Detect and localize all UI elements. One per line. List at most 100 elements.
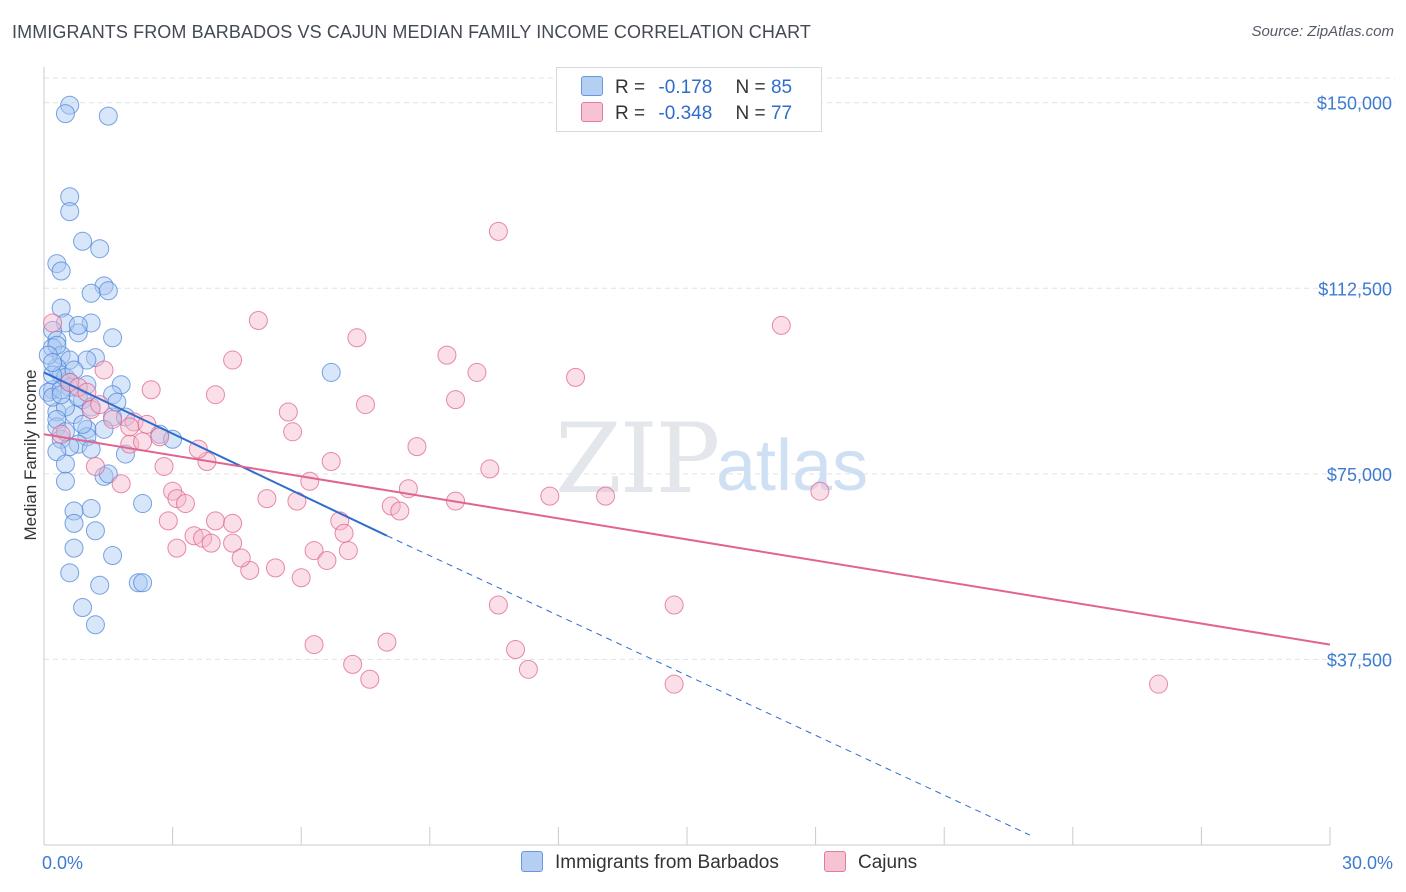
cajun-point bbox=[488, 595, 508, 615]
cajun-trend-line bbox=[43, 433, 1331, 646]
cajun-point bbox=[334, 523, 354, 543]
barbados-point bbox=[51, 261, 71, 281]
cajun-point bbox=[377, 632, 397, 652]
barbados-point bbox=[51, 298, 71, 318]
barbados-point bbox=[60, 202, 80, 222]
series-legend-label: Cajuns bbox=[858, 852, 918, 873]
barbados-point bbox=[43, 320, 63, 340]
barbados-point bbox=[98, 281, 118, 301]
legend-n-value: 77 bbox=[770, 103, 793, 124]
legend-n-label: N = bbox=[735, 77, 766, 98]
cajun-point bbox=[158, 511, 178, 531]
barbados-point bbox=[73, 597, 93, 617]
legend-r-label: R = bbox=[615, 103, 646, 124]
cajun-point bbox=[51, 424, 71, 444]
cajun-point bbox=[43, 313, 63, 333]
barbados-point bbox=[73, 414, 93, 434]
points-layer bbox=[38, 95, 1169, 694]
cajun-point bbox=[480, 459, 500, 479]
cajun-point bbox=[205, 511, 225, 531]
cajun-point bbox=[390, 501, 410, 521]
chart-title: IMMIGRANTS FROM BARBADOS VS CAJUN MEDIAN… bbox=[12, 22, 811, 42]
cajun-point bbox=[664, 595, 684, 615]
cajun-point bbox=[317, 550, 337, 570]
cajun-point bbox=[304, 635, 324, 655]
cajun-point bbox=[265, 558, 285, 578]
legend-row-barbados: R = -0.178 N = 85 bbox=[581, 76, 792, 100]
cajun-point bbox=[103, 409, 123, 429]
barbados-point bbox=[68, 315, 88, 335]
cajun-point bbox=[446, 390, 466, 410]
barbados-trend-line bbox=[43, 371, 388, 537]
cajun-point bbox=[257, 489, 277, 509]
x-tick-label: 30.0% bbox=[1342, 853, 1393, 873]
cajun-point bbox=[231, 548, 251, 568]
series-legend-barbados: Immigrants from Barbados bbox=[521, 851, 779, 874]
cajun-point bbox=[360, 669, 380, 689]
cajun-point bbox=[664, 674, 684, 694]
cajun-point bbox=[205, 385, 225, 405]
cajun-point bbox=[111, 474, 131, 494]
barbados-point bbox=[73, 231, 93, 251]
cajun-point bbox=[343, 654, 363, 674]
barbados-point bbox=[81, 499, 101, 519]
barbados-point bbox=[64, 538, 84, 558]
series-swatch-cajuns bbox=[824, 851, 846, 872]
cajun-point bbox=[85, 456, 105, 476]
cajun-point bbox=[810, 481, 830, 501]
legend-n-label: N = bbox=[735, 103, 766, 124]
cajun-point bbox=[566, 367, 586, 387]
cajun-point bbox=[223, 350, 243, 370]
labels-layer: $37,500 $75,000 $112,500 $150,000 0.0% 30.0% bbox=[42, 94, 1393, 873]
cajun-point bbox=[283, 422, 303, 442]
cajun-point bbox=[300, 471, 320, 491]
cajun-point bbox=[120, 417, 140, 437]
cajun-point bbox=[338, 541, 358, 561]
cajun-point bbox=[596, 486, 616, 506]
legend-r-value: -0.348 bbox=[658, 103, 713, 124]
series-legend-cajuns: Cajuns bbox=[824, 851, 917, 874]
cajun-point bbox=[167, 538, 187, 558]
cajun-point bbox=[506, 640, 526, 660]
cajun-point bbox=[248, 310, 268, 330]
barbados-point bbox=[98, 106, 118, 126]
cajun-point bbox=[278, 402, 298, 422]
axes-layer bbox=[43, 67, 1331, 846]
barbados-point bbox=[128, 573, 148, 593]
legend-n-value: 85 bbox=[770, 77, 793, 98]
stats-legend: R = -0.178 N = 85 R = -0.348 N = 77 bbox=[556, 67, 822, 132]
barbados-point bbox=[85, 615, 105, 635]
y-tick-label: $75,000 bbox=[1327, 465, 1392, 485]
cajun-point bbox=[223, 533, 243, 553]
cajun-point bbox=[437, 345, 457, 365]
barbados-point bbox=[107, 392, 127, 412]
barbados-point bbox=[68, 323, 88, 343]
series-legend-label: Immigrants from Barbados bbox=[555, 852, 779, 873]
barbados-point bbox=[90, 575, 110, 595]
barbados-point bbox=[103, 328, 123, 348]
cajun-point bbox=[175, 494, 195, 514]
barbados-point bbox=[133, 494, 153, 514]
barbados-point bbox=[55, 454, 75, 474]
cajun-point bbox=[347, 328, 367, 348]
barbados-point bbox=[60, 563, 80, 583]
barbados-point bbox=[81, 283, 101, 303]
barbados-point bbox=[115, 444, 135, 464]
barbados-point bbox=[77, 350, 97, 370]
cajun-point bbox=[141, 380, 161, 400]
cajun-point bbox=[356, 395, 375, 415]
y-tick-label: $37,500 bbox=[1327, 650, 1392, 670]
cajun-point bbox=[407, 437, 427, 457]
cajun-point bbox=[540, 486, 560, 506]
barbados-point bbox=[43, 353, 63, 373]
barbados-point bbox=[90, 239, 110, 259]
barbados-point bbox=[133, 573, 153, 593]
legend-r-value: -0.178 bbox=[658, 77, 713, 98]
cajun-point bbox=[488, 221, 508, 241]
barbados-point bbox=[85, 521, 105, 541]
cajun-point bbox=[467, 362, 487, 382]
watermark-zip: ZIP bbox=[555, 403, 718, 515]
barbados-trend-extension bbox=[386, 535, 1031, 836]
x-tick-label: 0.0% bbox=[42, 853, 83, 873]
trend-layer bbox=[43, 371, 1331, 836]
